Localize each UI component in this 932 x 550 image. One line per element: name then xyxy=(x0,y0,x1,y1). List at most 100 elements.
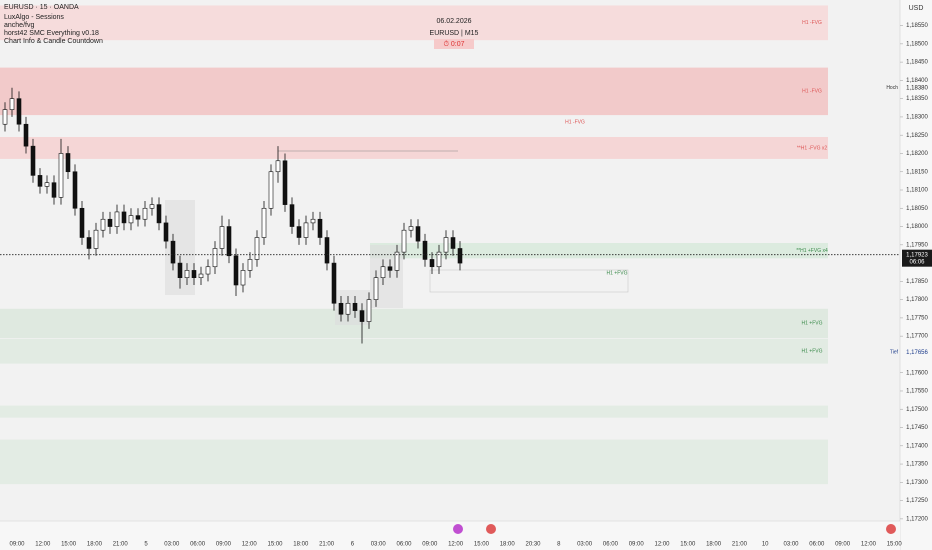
time-axis xyxy=(0,521,900,550)
price-label: 1,17600 xyxy=(906,370,928,376)
time-label: 06:00 xyxy=(190,542,206,548)
price-label: 1,18350 xyxy=(906,96,928,102)
candle-body xyxy=(317,218,323,238)
zone-label: H1 +FVG xyxy=(802,348,823,354)
candle-body xyxy=(2,109,8,125)
candle-body xyxy=(450,237,456,249)
current-countdown: 06:06 xyxy=(909,259,925,265)
candle-body xyxy=(345,302,351,315)
candle-body xyxy=(163,222,169,242)
time-label: 15:00 xyxy=(61,542,77,548)
candle-body xyxy=(429,259,435,268)
price-label: 1,17950 xyxy=(906,242,928,248)
candle-body xyxy=(191,270,197,279)
price-label: 1,17350 xyxy=(906,462,928,468)
price-label: 1,17400 xyxy=(906,443,928,449)
candle-body xyxy=(65,153,71,173)
zone-label: H1 -FVG xyxy=(802,89,822,95)
price-label: 1,18300 xyxy=(906,115,928,121)
time-label: 12:00 xyxy=(861,542,877,548)
candle-body xyxy=(366,299,372,322)
time-label: 03:00 xyxy=(371,542,387,548)
date: 06.02.2026 xyxy=(436,18,471,25)
time-label: 15:00 xyxy=(680,542,696,548)
price-label: 1,17800 xyxy=(906,297,928,303)
candle-body xyxy=(254,237,260,260)
candle-body xyxy=(394,251,400,271)
time-label: 15:00 xyxy=(887,542,903,548)
candle-body xyxy=(205,266,211,275)
currency: USD xyxy=(909,5,924,12)
price-label: 1,17700 xyxy=(906,334,928,340)
candle-body xyxy=(275,160,281,173)
time-label: 6 xyxy=(351,542,355,548)
price-label: 1,17300 xyxy=(906,480,928,486)
candle-body xyxy=(72,171,78,209)
low-note: Tief xyxy=(890,350,899,356)
candle-body xyxy=(184,270,190,279)
price-label: 1,17250 xyxy=(906,498,928,504)
candle-body xyxy=(324,237,330,264)
current-price: 1,17923 xyxy=(906,252,928,258)
zone-label: **H1 +FVG x4 xyxy=(796,248,828,254)
time-label: 09:00 xyxy=(9,542,25,548)
time-label: 18:00 xyxy=(500,542,516,548)
candle-body xyxy=(30,145,36,176)
price-label: 1,18250 xyxy=(906,133,928,139)
candle-body xyxy=(142,207,148,220)
time-label: 21:00 xyxy=(113,542,129,548)
candle-body xyxy=(198,273,204,279)
time-label: 09:00 xyxy=(835,542,851,548)
time-label: 03:00 xyxy=(783,542,799,548)
indicator[interactable]: Chart Info & Candle Countdown xyxy=(4,38,103,45)
candle-body xyxy=(177,262,183,279)
time-label: 12:00 xyxy=(242,542,258,548)
event-icon[interactable] xyxy=(886,524,896,534)
zone-label: H1 +FVG xyxy=(802,321,823,327)
candle-body xyxy=(233,255,239,286)
candle-body xyxy=(149,204,155,209)
indicator[interactable]: LuxAlgo - Sessions xyxy=(4,14,64,21)
candle-body xyxy=(121,211,127,224)
candle-body xyxy=(240,270,246,286)
pair: EURUSD | M15 xyxy=(430,30,479,37)
event-icon[interactable] xyxy=(453,524,463,534)
price-label: 1,18400 xyxy=(906,78,928,84)
time-label: 8 xyxy=(557,542,561,548)
fvg-zone xyxy=(0,405,828,418)
time-label: 15:00 xyxy=(267,542,283,548)
event-icon[interactable] xyxy=(486,524,496,534)
time-label: 21:00 xyxy=(732,542,748,548)
candle-body xyxy=(219,226,225,249)
time-label: 20:30 xyxy=(525,542,541,548)
range-box xyxy=(429,269,629,293)
fvg-zone xyxy=(0,308,828,338)
candle-body xyxy=(359,310,365,322)
candle-body xyxy=(114,211,120,227)
candle-body xyxy=(261,207,267,238)
candle-body xyxy=(51,182,57,198)
symbol[interactable]: EURUSD · 15 · OANDA xyxy=(4,4,79,11)
indicator[interactable]: horst42 SMC Everything v0.18 xyxy=(4,30,99,37)
price-marker xyxy=(902,347,932,357)
candle-body xyxy=(422,240,428,260)
price-label: 1,17550 xyxy=(906,389,928,395)
candle-body xyxy=(93,229,99,249)
countdown: ⏱ 0:07 xyxy=(443,40,464,48)
time-label: 03:00 xyxy=(577,542,593,548)
indicator[interactable]: anche/fvg xyxy=(4,22,34,29)
candle-body xyxy=(436,251,442,268)
time-label: 12:00 xyxy=(448,542,464,548)
candle-body xyxy=(415,226,421,242)
high-note: Hoch xyxy=(886,85,898,91)
price-label: 1,18500 xyxy=(906,41,928,47)
candle-body xyxy=(401,229,407,253)
candle-body xyxy=(58,153,64,198)
zone-label: **H1 -FVG x2 xyxy=(797,145,828,151)
fvg-zone xyxy=(0,338,828,364)
candle-body xyxy=(380,266,386,279)
fvg-zone xyxy=(0,5,828,41)
candle-body xyxy=(352,302,358,311)
